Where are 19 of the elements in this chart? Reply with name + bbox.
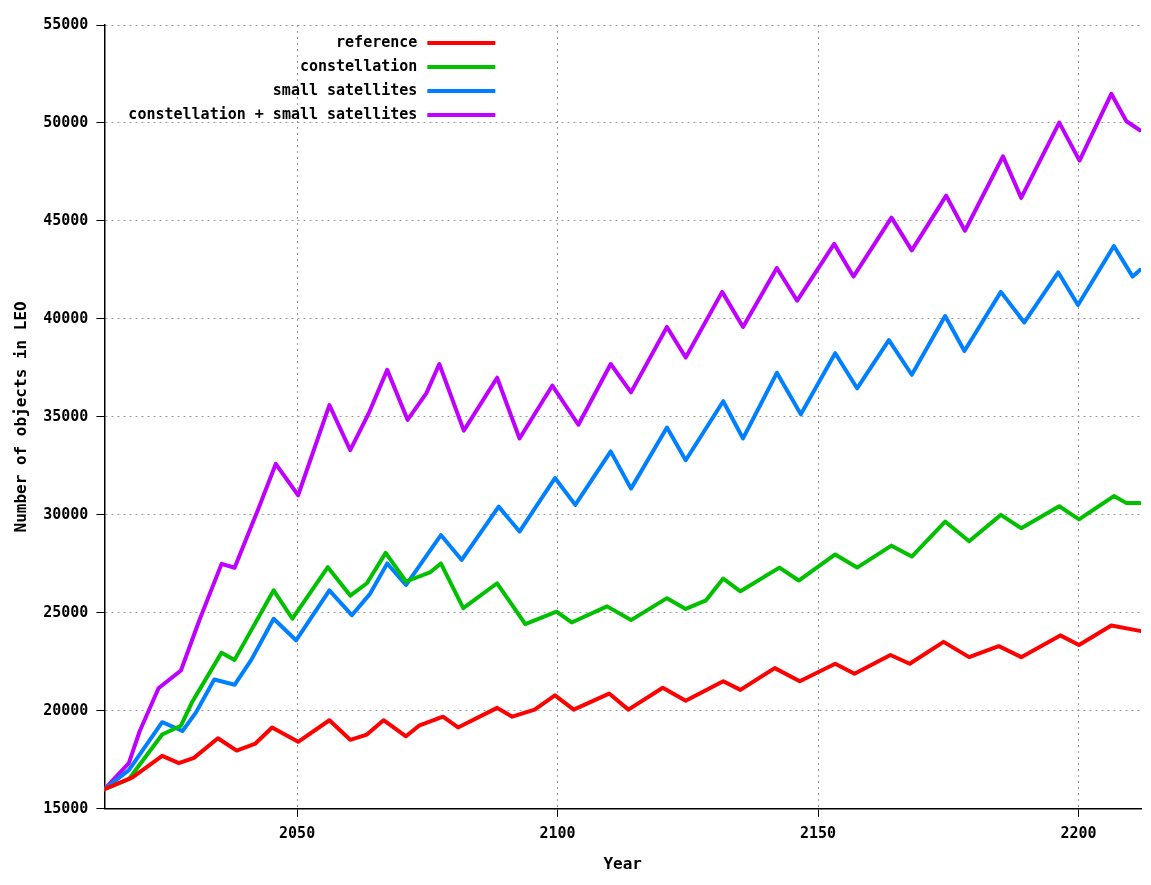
x-tick-label: 2200 <box>1060 823 1097 842</box>
x-axis-title: Year <box>603 853 642 873</box>
legend-label: small satellites <box>272 80 418 99</box>
y-axis-title: Number of objects in LEO <box>10 301 30 533</box>
y-tick-label: 50000 <box>43 112 89 131</box>
y-tick-label: 15000 <box>43 798 89 817</box>
y-tick-label: 40000 <box>43 308 89 327</box>
y-tick-label: 20000 <box>43 700 89 719</box>
y-tick-label: 55000 <box>43 14 89 33</box>
x-tick-label: 2150 <box>799 823 837 842</box>
y-tick-label: 30000 <box>43 504 89 523</box>
legend-label: constellation + small satellites <box>128 104 418 123</box>
y-tick-label: 25000 <box>43 602 89 621</box>
x-tick-label: 2050 <box>279 823 316 842</box>
y-tick-label: 35000 <box>43 406 89 425</box>
legend-label: reference <box>336 32 418 51</box>
x-tick-label: 2100 <box>539 823 576 842</box>
legend-label: constellation <box>299 56 418 75</box>
y-tick-label: 45000 <box>43 210 89 229</box>
